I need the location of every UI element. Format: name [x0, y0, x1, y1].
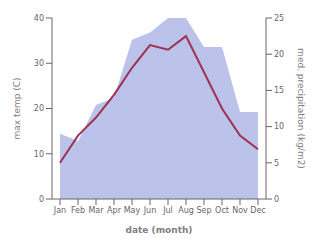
- svg-text:Apr: Apr: [107, 206, 122, 215]
- svg-text:40: 40: [34, 14, 44, 23]
- svg-text:Oct: Oct: [215, 206, 229, 215]
- svg-text:Jan: Jan: [53, 206, 66, 215]
- svg-text:5: 5: [274, 159, 279, 168]
- svg-text:max temp (C): max temp (C): [12, 77, 22, 139]
- svg-text:Mar: Mar: [88, 206, 104, 215]
- svg-text:Jun: Jun: [143, 206, 157, 215]
- svg-text:date (month): date (month): [126, 225, 193, 235]
- svg-text:15: 15: [274, 86, 284, 95]
- svg-text:Aug: Aug: [178, 206, 194, 215]
- svg-text:10: 10: [274, 122, 284, 131]
- svg-text:20: 20: [274, 50, 284, 59]
- svg-text:Dec: Dec: [250, 206, 265, 215]
- svg-text:Sep: Sep: [196, 206, 211, 215]
- svg-text:Nov: Nov: [232, 206, 248, 215]
- svg-text:Feb: Feb: [71, 206, 85, 215]
- svg-text:20: 20: [34, 104, 44, 113]
- svg-text:0: 0: [39, 195, 44, 204]
- svg-text:30: 30: [34, 59, 44, 68]
- svg-text:10: 10: [34, 150, 44, 159]
- svg-text:25: 25: [274, 14, 284, 23]
- svg-text:May: May: [124, 206, 141, 215]
- svg-text:Jul: Jul: [162, 206, 173, 215]
- svg-text:0: 0: [274, 195, 279, 204]
- svg-text:med. precipitation (kg/m2): med. precipitation (kg/m2): [296, 48, 306, 169]
